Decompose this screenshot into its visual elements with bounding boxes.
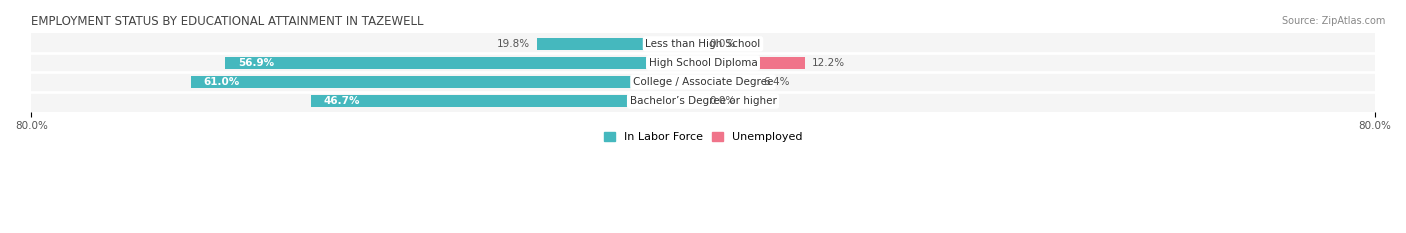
Text: 6.4%: 6.4% <box>763 77 790 87</box>
Bar <box>537 38 703 50</box>
Text: Bachelor’s Degree or higher: Bachelor’s Degree or higher <box>630 96 776 106</box>
Text: 0.0%: 0.0% <box>710 39 735 49</box>
FancyBboxPatch shape <box>30 82 1376 121</box>
Bar <box>311 95 703 107</box>
FancyBboxPatch shape <box>30 62 1376 102</box>
Text: College / Associate Degree: College / Associate Degree <box>633 77 773 87</box>
Bar <box>225 57 703 69</box>
Text: High School Diploma: High School Diploma <box>648 58 758 68</box>
Text: 0.0%: 0.0% <box>710 96 735 106</box>
Bar <box>191 76 703 88</box>
Text: 19.8%: 19.8% <box>496 39 530 49</box>
Text: 56.9%: 56.9% <box>238 58 274 68</box>
Text: Less than High School: Less than High School <box>645 39 761 49</box>
FancyBboxPatch shape <box>30 24 1376 64</box>
Bar <box>703 57 806 69</box>
Text: EMPLOYMENT STATUS BY EDUCATIONAL ATTAINMENT IN TAZEWELL: EMPLOYMENT STATUS BY EDUCATIONAL ATTAINM… <box>31 15 425 28</box>
Text: 12.2%: 12.2% <box>813 58 845 68</box>
Legend: In Labor Force, Unemployed: In Labor Force, Unemployed <box>599 128 807 147</box>
Text: 61.0%: 61.0% <box>204 77 240 87</box>
Bar <box>703 76 756 88</box>
Text: 46.7%: 46.7% <box>323 96 360 106</box>
FancyBboxPatch shape <box>30 43 1376 82</box>
Text: Source: ZipAtlas.com: Source: ZipAtlas.com <box>1281 16 1385 26</box>
